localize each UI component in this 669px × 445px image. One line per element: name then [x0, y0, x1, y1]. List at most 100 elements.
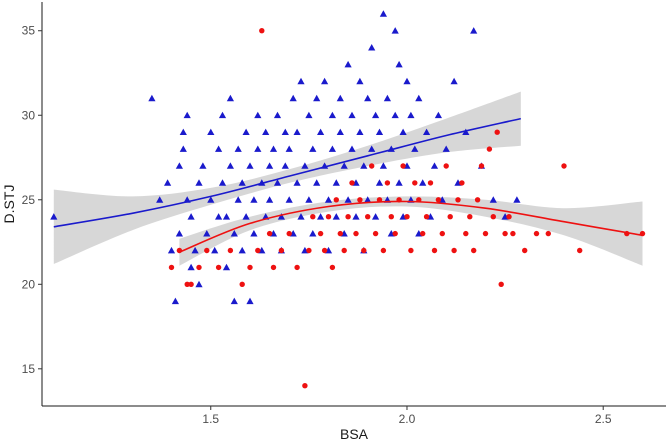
triangle-point: [372, 111, 380, 119]
triangle-point: [226, 162, 234, 169]
circle-point: [325, 214, 332, 220]
circle-point: [510, 230, 516, 237]
circle-point: [188, 281, 194, 287]
triangle-point: [470, 27, 478, 34]
circle-point: [412, 180, 418, 186]
triangle-point: [242, 213, 250, 220]
triangle-point: [238, 179, 246, 186]
circle-point: [545, 230, 551, 237]
triangle-point: [305, 111, 313, 119]
triangle-point: [273, 111, 282, 119]
triangle-point: [191, 246, 199, 254]
circle-point: [478, 163, 485, 169]
triangle-point: [309, 230, 317, 237]
fit-line-1: [53, 117, 521, 228]
triangle-point: [254, 111, 262, 119]
circle-point: [494, 129, 500, 135]
circle-point: [259, 28, 265, 34]
circle-point: [384, 180, 391, 186]
circle-point: [459, 180, 465, 186]
triangle-point: [211, 246, 219, 254]
y-tick-label: 15: [22, 362, 36, 376]
x-tick-label: 2.0: [399, 412, 416, 426]
y-axis-ticks: 15 20 25 30 35: [22, 24, 42, 376]
circle-point: [443, 163, 449, 169]
triangle-point: [266, 162, 274, 169]
triangle-point: [328, 111, 336, 119]
triangle-point: [289, 94, 297, 102]
triangle-point: [415, 94, 423, 102]
circle-point: [482, 230, 489, 237]
circle-point: [345, 214, 351, 220]
triangle-point: [375, 179, 384, 186]
triangle-point: [332, 213, 340, 220]
circle-point: [451, 247, 457, 254]
circle-point: [380, 247, 387, 254]
triangle-point: [399, 128, 407, 135]
fit-line-2: [179, 200, 643, 253]
y-tick-label: 25: [22, 193, 36, 207]
triangle-point: [321, 77, 329, 85]
triangle-point: [434, 111, 442, 119]
triangle-point: [379, 162, 387, 169]
triangle-point: [372, 213, 380, 220]
circle-point: [357, 197, 363, 203]
triangle-point: [175, 162, 183, 169]
triangle-point: [215, 145, 223, 152]
triangle-point: [356, 128, 364, 135]
triangle-point: [395, 179, 403, 186]
triangle-point: [364, 196, 372, 203]
circle-point: [337, 230, 343, 237]
triangle-point: [175, 230, 183, 237]
circle-point: [427, 180, 434, 186]
triangle-point: [179, 145, 187, 152]
triangle-point: [293, 128, 301, 135]
circle-point: [302, 383, 308, 389]
triangle-point: [364, 94, 372, 102]
triangle-point: [348, 145, 356, 152]
triangle-point: [230, 297, 238, 305]
triangle-point: [356, 77, 364, 85]
triangle-point: [344, 60, 352, 68]
triangle-point: [195, 280, 203, 288]
triangle-point: [246, 297, 254, 305]
triangle-point: [148, 94, 156, 102]
triangle-point: [407, 111, 415, 119]
circle-point: [577, 247, 583, 254]
triangle-point: [352, 213, 360, 220]
x-axis-ticks: 1.5 2.0 2.5: [202, 406, 612, 426]
triangle-point: [430, 162, 439, 169]
circle-point: [353, 230, 359, 237]
triangle-point: [234, 196, 242, 203]
x-tick-label: 1.5: [202, 412, 219, 426]
circle-point: [204, 247, 210, 254]
circle-point: [247, 264, 253, 271]
circle-point: [486, 146, 493, 152]
circle-point: [294, 264, 300, 271]
circle-point: [270, 264, 277, 271]
circle-point: [474, 197, 481, 203]
triangle-point: [297, 213, 305, 220]
triangle-point: [391, 27, 399, 34]
triangle-point: [238, 246, 246, 254]
data-points: [50, 10, 646, 389]
triangle-point: [305, 196, 313, 203]
triangle-point: [164, 179, 172, 186]
circle-point: [266, 230, 273, 237]
triangle-point: [199, 162, 207, 169]
circle-point: [239, 281, 245, 287]
triangle-point: [403, 77, 411, 85]
triangle-point: [207, 196, 215, 203]
circle-point: [506, 214, 512, 220]
triangle-point: [250, 196, 258, 203]
y-tick-label: 20: [22, 277, 36, 291]
triangle-point: [336, 94, 344, 102]
circle-point: [533, 230, 540, 237]
circle-point: [184, 281, 190, 287]
circle-point: [310, 214, 316, 220]
triangle-point: [269, 145, 278, 152]
circle-point: [341, 247, 347, 254]
triangle-point: [50, 213, 58, 220]
triangle-point: [317, 213, 325, 220]
